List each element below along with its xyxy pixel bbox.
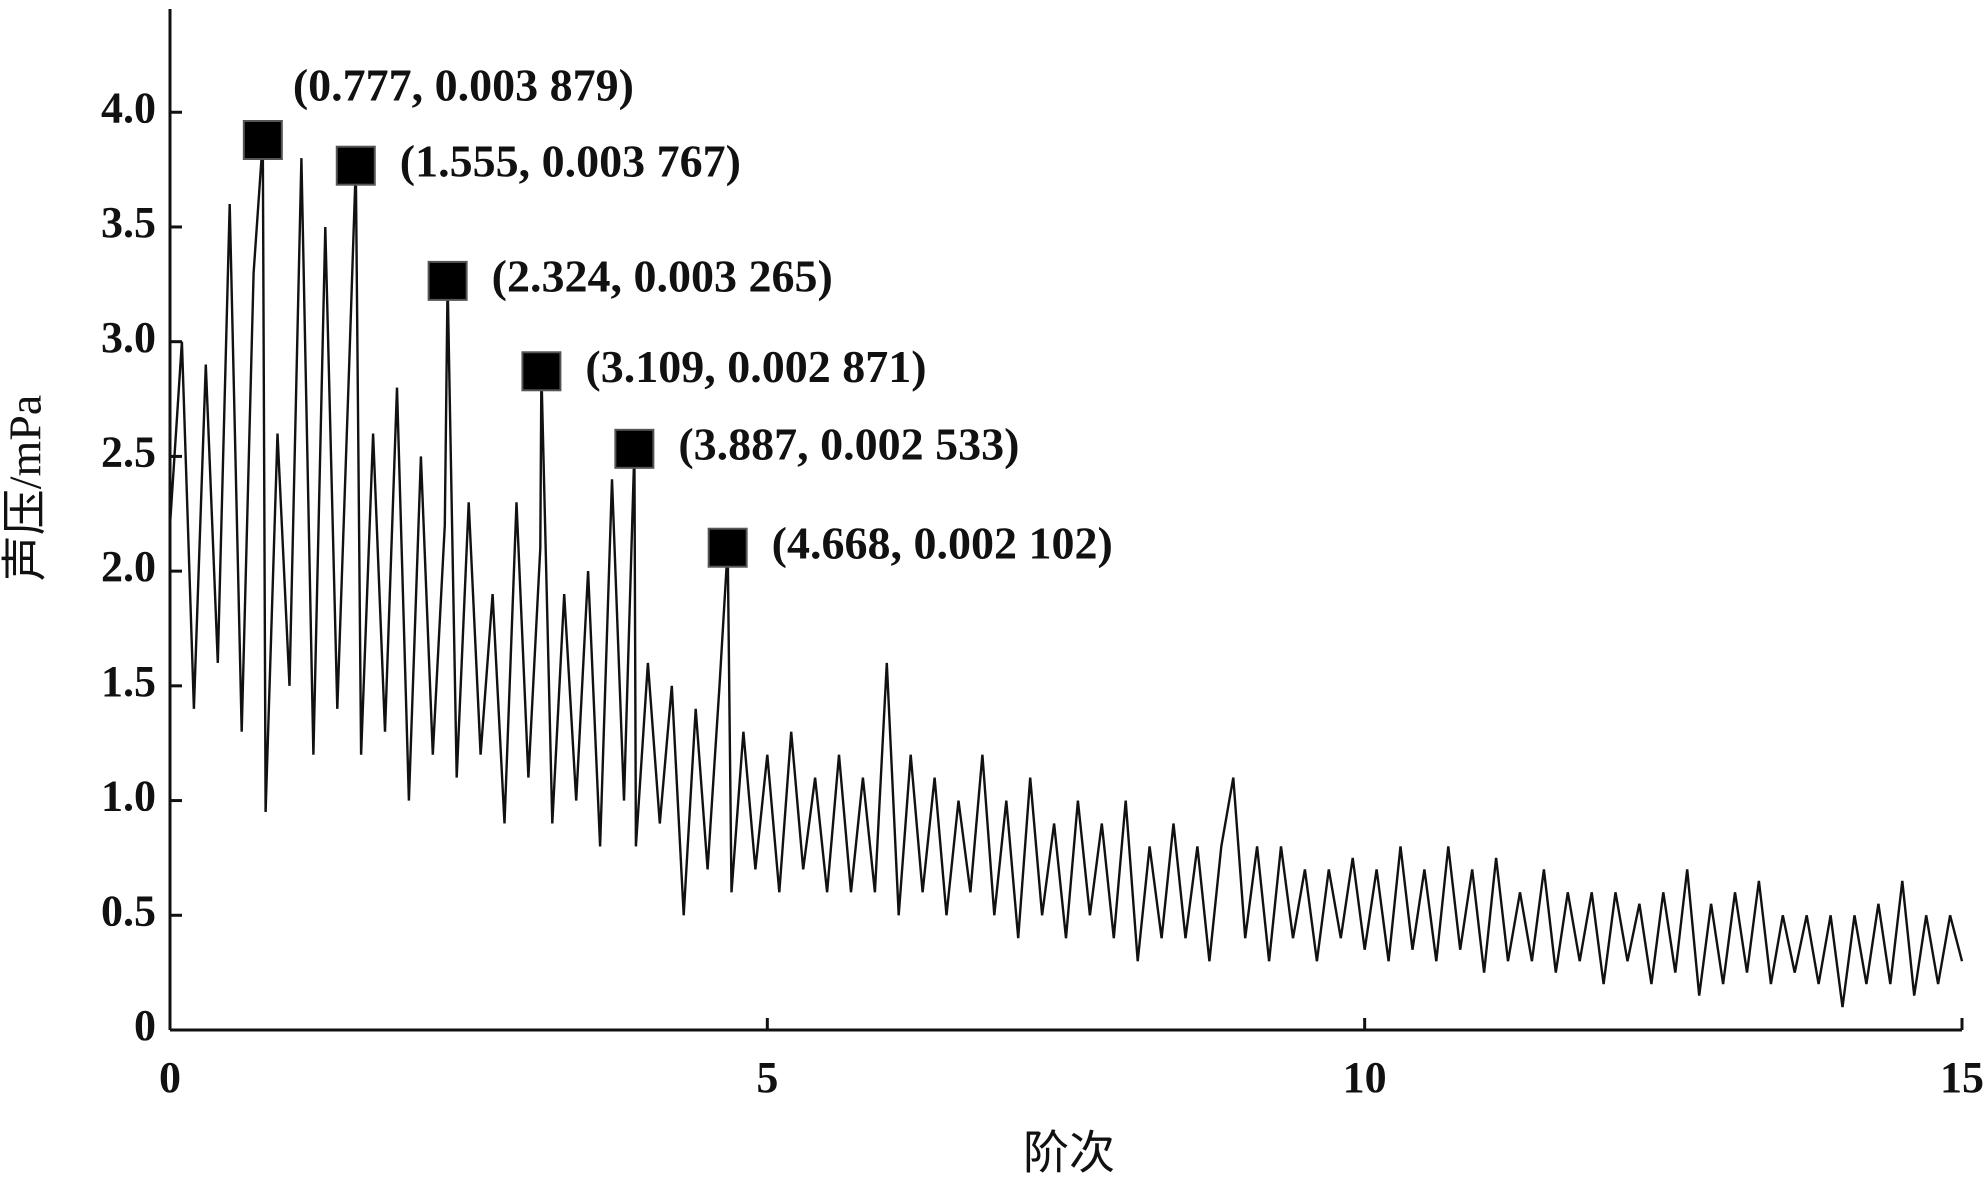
peak-label: (0.777, 0.003 879) xyxy=(293,60,634,111)
peak-label: (2.324, 0.003 265) xyxy=(492,250,833,301)
x-tick-label: 10 xyxy=(1343,1053,1387,1102)
x-tick-label: 15 xyxy=(1940,1053,1984,1102)
y-tick-label: 2.0 xyxy=(101,542,156,591)
peak-marker xyxy=(335,145,376,186)
y-axis-title: 声压/mPa xyxy=(0,395,51,582)
peak-marker xyxy=(427,260,468,301)
peak-marker xyxy=(242,120,283,161)
peak-label: (1.555, 0.003 767) xyxy=(400,135,741,186)
peak-marker xyxy=(707,527,748,568)
y-tick-label: 3.5 xyxy=(101,198,156,247)
peak-marker xyxy=(521,351,562,392)
y-tick-label: 0.5 xyxy=(101,886,156,935)
y-tick-label: 0 xyxy=(134,1001,156,1050)
x-tick-label: 0 xyxy=(159,1053,181,1102)
peak-label: (3.887, 0.002 533) xyxy=(678,418,1019,469)
y-tick-label: 4.0 xyxy=(101,83,156,132)
peak-label: (3.109, 0.002 871) xyxy=(585,341,926,392)
y-tick-label: 1.5 xyxy=(101,657,156,706)
peak-marker xyxy=(614,428,655,469)
x-tick-label: 5 xyxy=(756,1053,778,1102)
y-tick-label: 3.0 xyxy=(101,313,156,362)
x-axis-title: 阶次 xyxy=(1023,1128,1115,1179)
y-tick-label: 2.5 xyxy=(101,427,156,476)
peak-label: (4.668, 0.002 102) xyxy=(772,517,1113,568)
y-tick-label: 1.0 xyxy=(101,772,156,821)
